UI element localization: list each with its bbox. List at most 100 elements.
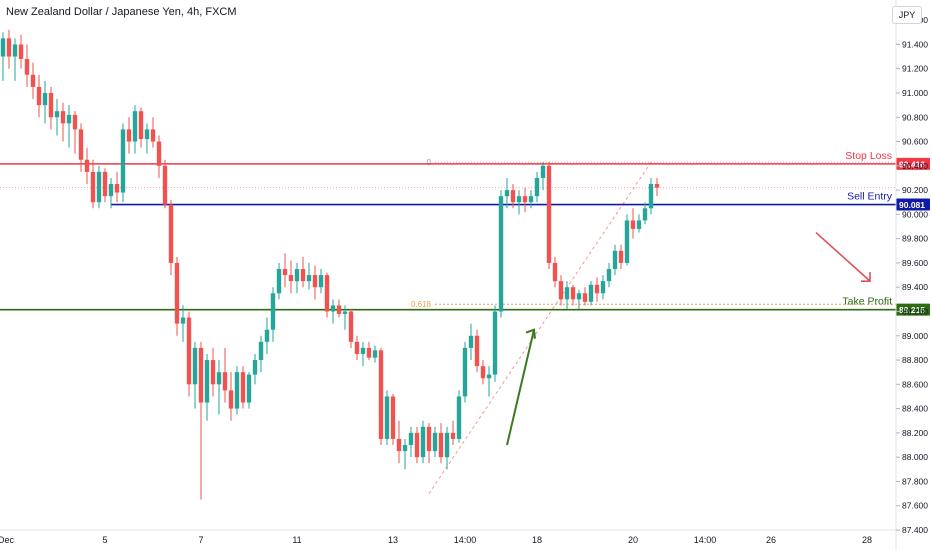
- candle-body: [216, 372, 222, 385]
- candle-body: [450, 432, 456, 439]
- candle-body: [636, 220, 642, 229]
- candle-body: [624, 220, 630, 263]
- candle-body: [552, 262, 558, 282]
- candle-body: [630, 220, 636, 229]
- candle-body: [348, 311, 354, 342]
- candle-body: [318, 275, 324, 288]
- candle-body: [312, 275, 318, 288]
- candle-body: [426, 426, 432, 452]
- candle-body: [468, 335, 474, 348]
- candle-body: [504, 190, 510, 197]
- candle-body: [330, 305, 336, 312]
- candle-body: [462, 347, 468, 397]
- candle-body: [510, 190, 516, 203]
- price-tick-label: 90.400: [902, 161, 928, 171]
- candle-body: [84, 159, 90, 172]
- fib-retracement: 0 0.618: [0, 158, 896, 494]
- time-tick-label: 13: [388, 535, 398, 545]
- price-tick-label: 88.800: [902, 355, 928, 365]
- candle-body: [96, 171, 102, 203]
- candle-body: [42, 92, 48, 106]
- candle-body: [30, 74, 36, 87]
- candle-body: [486, 374, 492, 379]
- candle-body: [72, 114, 78, 130]
- candle-body: [114, 184, 120, 193]
- candle-body: [576, 293, 582, 300]
- uptrend-arrow-line: [506, 329, 535, 446]
- candle-body: [156, 141, 162, 166]
- candle-body: [186, 317, 192, 385]
- time-axis: Dec 5 7 11 13 14:00 18 20 14:00 26 28: [0, 529, 896, 545]
- candle-body: [6, 38, 12, 57]
- candle-body: [606, 269, 612, 282]
- candle-body: [540, 165, 546, 178]
- sell-entry-price-tag: [896, 198, 930, 211]
- time-tick-label: 28: [862, 535, 872, 545]
- candle-body: [180, 317, 186, 324]
- candle-body: [366, 347, 372, 358]
- price-tick-label: 88.200: [902, 428, 928, 438]
- candle-body: [354, 341, 360, 354]
- time-tick-label: Dec: [0, 535, 14, 545]
- time-tick-label: 20: [628, 535, 638, 545]
- sell-entry-price-value: 90.081: [899, 200, 925, 210]
- candle-body: [432, 432, 438, 452]
- take-profit-label: Take Profit: [842, 296, 892, 308]
- candle-body: [558, 281, 564, 300]
- candle-body: [396, 438, 402, 452]
- candle-body: [594, 284, 600, 294]
- candle-body: [414, 432, 420, 458]
- stop-loss-price-value: 90.416: [899, 159, 925, 169]
- price-tick-label: 91.200: [902, 64, 928, 74]
- candle-body: [600, 281, 606, 294]
- candle-body: [306, 275, 312, 282]
- time-tick-label: 26: [766, 535, 776, 545]
- candle-body: [522, 196, 528, 203]
- candle-body: [444, 432, 450, 458]
- price-tick-label: 87.800: [902, 476, 928, 486]
- price-tick-label: 91.000: [902, 88, 928, 98]
- candle-body: [564, 287, 570, 300]
- candle-body: [300, 269, 306, 282]
- candle-body: [294, 269, 300, 282]
- candle-body: [18, 44, 24, 59]
- candle-body: [528, 196, 534, 203]
- candle-body: [48, 92, 54, 118]
- candle-body: [618, 250, 624, 263]
- candle-body: [420, 426, 426, 458]
- candle-body: [642, 208, 648, 221]
- currency-button[interactable]: JPY: [892, 6, 922, 24]
- candle-body: [438, 432, 444, 458]
- candle-body: [480, 366, 486, 379]
- downtrend-arrow-head: [861, 272, 871, 282]
- stop-loss-label: Stop Loss: [845, 150, 892, 162]
- price-axis: 87.400 87.600 87.800 88.000 88.200 88.400 88.6…: [895, 0, 928, 550]
- candle-body: [288, 275, 294, 282]
- candle-body: [132, 111, 138, 142]
- candle-body: [342, 311, 348, 314]
- candle-body: [246, 374, 252, 403]
- candle-body: [12, 44, 18, 57]
- price-tick-label: 89.600: [902, 258, 928, 268]
- candle-body: [582, 293, 588, 302]
- candle-body: [384, 396, 390, 439]
- price-tick-label: 87.600: [902, 501, 928, 511]
- price-tick-label: 89.400: [902, 282, 928, 292]
- chart-title: New Zealand Dollar / Japanese Yen, 4h, F…: [6, 6, 237, 18]
- candle-body: [276, 269, 282, 294]
- candle-body: [282, 269, 288, 276]
- candle-body: [198, 347, 204, 403]
- candle-body: [102, 171, 108, 197]
- candle-body: [36, 86, 42, 106]
- fib-level-0-label: 0: [427, 158, 432, 167]
- candle-body: [402, 445, 408, 452]
- downtrend-arrow-line: [815, 231, 871, 282]
- candle-body: [588, 284, 594, 302]
- candle-body: [270, 293, 276, 330]
- price-tick-label: 89.800: [902, 234, 928, 244]
- uptrend-arrow-head: [525, 328, 536, 339]
- candle-body: [336, 305, 342, 314]
- candle-body: [120, 129, 126, 193]
- candle-body: [252, 360, 258, 375]
